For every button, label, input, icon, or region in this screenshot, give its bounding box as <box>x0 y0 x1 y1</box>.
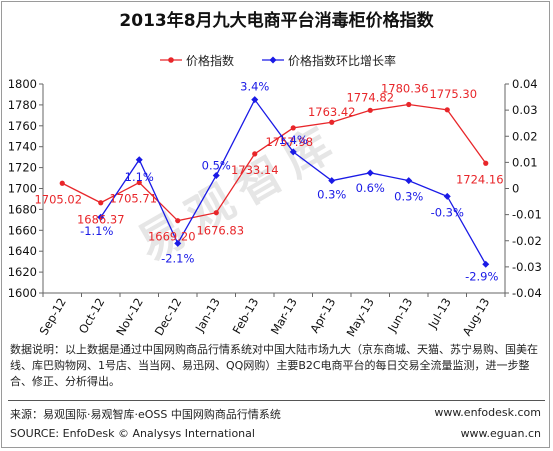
point-price-index <box>213 210 219 216</box>
data-label-price-index: 1686.37 <box>77 213 125 227</box>
point-price-index <box>59 180 65 186</box>
x-tick-label: Aug-13 <box>460 296 493 339</box>
x-tick-label: Jul-13 <box>425 296 454 332</box>
data-label-price-index: 1724.16 <box>456 172 504 186</box>
y-right-tick-label: 0 <box>512 182 519 196</box>
legend-label-price-index: 价格指数 <box>186 54 235 68</box>
y-left-tick-label: 1800 <box>8 77 37 91</box>
y-left-tick-label: 1780 <box>8 98 37 112</box>
y-left-tick-label: 1760 <box>8 119 37 133</box>
legend-marker-price-index <box>168 57 174 63</box>
data-label-price-index: 1763.42 <box>308 105 356 119</box>
data-label-growth-rate: -2.9% <box>465 269 498 283</box>
point-growth-rate <box>443 192 451 200</box>
x-tick-label: Jun-13 <box>384 296 415 336</box>
y-right-tick-label: 0.04 <box>512 77 538 91</box>
y-right-tick-label: 0.03 <box>512 103 538 117</box>
y-right-tick-label: -0.03 <box>512 260 542 274</box>
y-left-tick-label: 1620 <box>8 265 37 279</box>
y-left-tick-label: 1680 <box>8 202 37 216</box>
data-label-growth-rate: 1.4% <box>279 133 308 147</box>
source-en: SOURCE: EnfoDesk © Analysys Internationa… <box>10 427 255 440</box>
data-label-price-index: 1705.71 <box>109 192 157 206</box>
data-label-growth-rate: 0.3% <box>317 188 346 202</box>
data-label-price-index: 1705.02 <box>34 192 82 206</box>
point-growth-rate <box>366 169 374 177</box>
data-label-price-index: 1775.30 <box>429 87 477 101</box>
x-tick-label: Jan-13 <box>192 296 223 335</box>
footer-separator <box>8 400 545 401</box>
url-eguan[interactable]: www.eguan.cn <box>460 427 541 440</box>
data-label-growth-rate: 0.6% <box>356 181 385 195</box>
point-price-index <box>98 200 104 206</box>
data-label-price-index: 1757.98 <box>265 135 313 149</box>
y-left-tick-label: 1720 <box>8 161 37 175</box>
data-label-price-index: 1669.20 <box>148 230 196 244</box>
series-lines <box>59 96 490 268</box>
point-growth-rate <box>251 96 259 104</box>
point-growth-rate <box>482 260 490 268</box>
x-tick-label: Apr-13 <box>307 296 338 336</box>
y-right-tick-label: 0.01 <box>512 155 538 169</box>
x-tick-label: Mar-13 <box>268 296 300 337</box>
x-tick-label: Feb-13 <box>230 296 262 337</box>
point-price-index <box>367 107 373 113</box>
point-growth-rate <box>135 156 143 164</box>
chart-title: 2013年8月九大电商平台消毒柜价格指数 <box>119 11 434 31</box>
data-note: 数据说明：以上数据是通过中国网购商品行情系统对中国大陆市场九大（京东商城、天猫、… <box>10 343 538 388</box>
point-growth-rate <box>289 148 297 156</box>
point-price-index <box>329 119 335 125</box>
point-growth-rate <box>405 177 413 185</box>
x-tick-label: Oct-12 <box>76 296 107 336</box>
series-line-price-index <box>61 103 487 222</box>
data-labels: 1705.02 1686.37 1705.71 1669.20 1676.83 1733.… <box>34 80 503 284</box>
point-price-index <box>290 125 296 131</box>
y-left-tick-label: 1700 <box>8 182 37 196</box>
point-price-index <box>483 160 489 166</box>
point-growth-rate <box>212 171 220 179</box>
point-price-index <box>252 151 258 157</box>
point-growth-rate <box>97 213 105 221</box>
data-label-growth-rate: -2.1% <box>161 251 194 265</box>
url-enfodesk[interactable]: www.enfodesk.com <box>434 406 541 419</box>
y-left-tick-label: 1640 <box>8 244 37 258</box>
data-label-price-index: 1780.36 <box>381 82 429 96</box>
x-tick-label: May-13 <box>344 296 377 340</box>
x-tick-label: Sep-12 <box>36 296 68 338</box>
legend-marker-growth-rate <box>269 56 277 64</box>
data-label-price-index: 1676.83 <box>196 224 244 238</box>
legend-label-growth-rate: 价格指数环比增长率 <box>288 54 397 68</box>
data-label-growth-rate: -0.3% <box>431 205 464 219</box>
y-right-tick-label: -0.01 <box>512 208 542 222</box>
y-right-tick-label: 0.02 <box>512 129 538 143</box>
point-price-index <box>175 218 181 224</box>
y-left-tick-label: 1740 <box>8 140 37 154</box>
x-tick-label: Nov-12 <box>113 296 146 338</box>
point-price-index <box>444 107 450 113</box>
y-left-tick-label: 1660 <box>8 223 37 237</box>
point-growth-rate <box>174 239 182 247</box>
y-right-tick-label: -0.04 <box>512 286 542 300</box>
data-label-growth-rate: -1.1% <box>80 224 113 238</box>
y-right-tick-label: -0.02 <box>512 234 542 248</box>
data-label-growth-rate: 0.3% <box>394 190 423 204</box>
data-label-price-index: 1733.14 <box>231 163 279 177</box>
data-label-growth-rate: 0.5% <box>202 158 231 172</box>
point-price-index <box>136 179 142 186</box>
data-label-growth-rate: 3.4% <box>240 80 269 94</box>
y-left-tick-label: 1600 <box>8 286 37 300</box>
source-cn: 来源：易观国际·易观智库·eOSS 中国网购商品行情系统 <box>10 408 281 421</box>
data-label-price-index: 1774.82 <box>346 90 394 104</box>
point-growth-rate <box>328 177 336 185</box>
data-label-growth-rate: 1.1% <box>125 170 154 184</box>
point-price-index <box>406 101 412 108</box>
x-tick-label: Dec-12 <box>152 296 185 339</box>
